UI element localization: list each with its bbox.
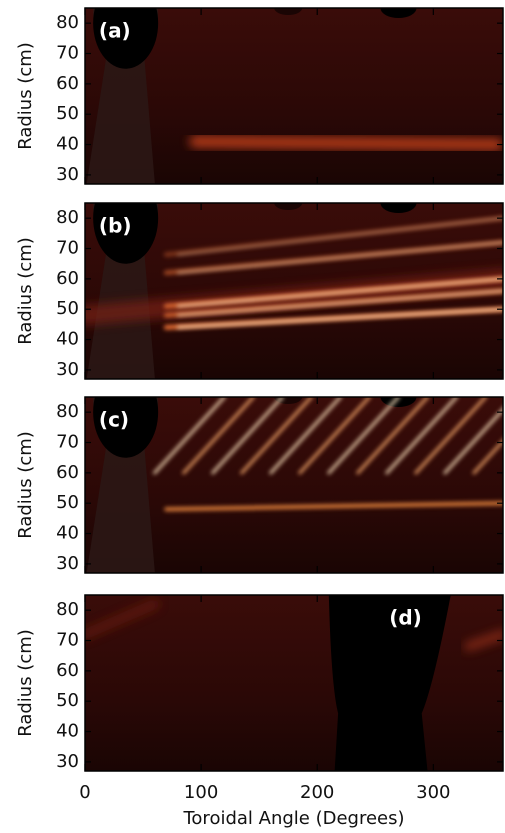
y-axis-label: Radius (cm) xyxy=(15,629,36,737)
y-tick-label: 40 xyxy=(56,329,79,350)
y-tick-label: 80 xyxy=(56,12,79,33)
x-tick-label: 100 xyxy=(184,782,218,803)
panel-label: (c) xyxy=(99,408,129,432)
panel-image xyxy=(85,595,503,771)
y-tick-label: 60 xyxy=(56,462,79,483)
y-tick-label: 40 xyxy=(56,523,79,544)
y-axis-label: Radius (cm) xyxy=(15,431,36,539)
figure: 30 40 50 60 70 80 Radius (cm) (a) 30 40 50 60 70 80 Ra… xyxy=(0,0,505,833)
y-tick-label: 70 xyxy=(56,432,79,453)
y-tick-label: 40 xyxy=(56,721,79,742)
y-tick-label: 60 xyxy=(56,660,79,681)
x-tick-label: 200 xyxy=(300,782,334,803)
y-tick-label: 50 xyxy=(56,298,79,319)
y-tick-label: 30 xyxy=(56,164,79,185)
x-tick-label: 300 xyxy=(416,782,450,803)
y-tick-label: 30 xyxy=(56,751,79,772)
y-tick-label: 50 xyxy=(56,103,79,124)
y-tick-label: 80 xyxy=(56,599,79,620)
panel-image xyxy=(85,0,503,184)
y-tick-label: 60 xyxy=(56,73,79,94)
panel-label: (d) xyxy=(389,606,422,630)
panel-label: (b) xyxy=(99,214,132,238)
y-tick-label: 80 xyxy=(56,207,79,228)
y-tick-label: 50 xyxy=(56,492,79,513)
y-tick-label: 70 xyxy=(56,630,79,651)
y-tick-label: 50 xyxy=(56,690,79,711)
y-axis-label: Radius (cm) xyxy=(15,42,36,150)
y-tick-label: 30 xyxy=(56,359,79,380)
panel-label: (a) xyxy=(99,19,131,43)
y-tick-label: 30 xyxy=(56,553,79,574)
y-tick-label: 40 xyxy=(56,134,79,155)
y-tick-label: 60 xyxy=(56,268,79,289)
y-tick-label: 80 xyxy=(56,401,79,422)
y-tick-label: 70 xyxy=(56,43,79,64)
y-axis-label: Radius (cm) xyxy=(15,237,36,345)
y-tick-label: 70 xyxy=(56,238,79,259)
x-axis-label: Toroidal Angle (Degrees) xyxy=(182,808,404,829)
x-tick-label: 0 xyxy=(79,782,90,803)
